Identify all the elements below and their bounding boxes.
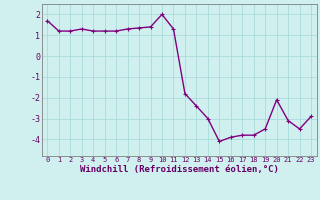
- X-axis label: Windchill (Refroidissement éolien,°C): Windchill (Refroidissement éolien,°C): [80, 165, 279, 174]
